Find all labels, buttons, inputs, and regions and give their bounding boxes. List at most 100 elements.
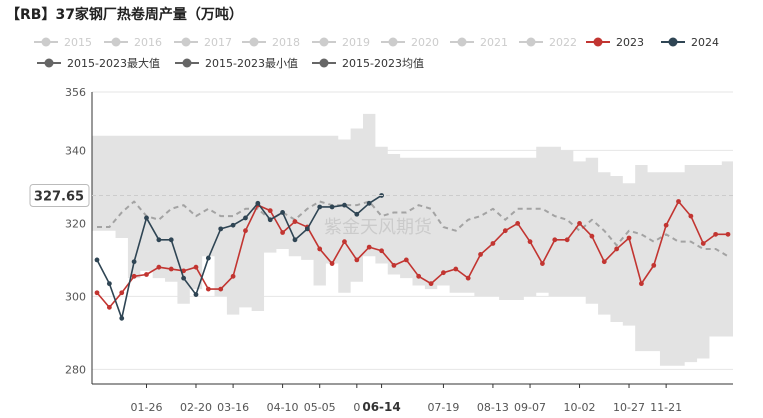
data-point[interactable] — [230, 273, 236, 279]
data-point[interactable] — [638, 281, 644, 287]
data-point[interactable] — [144, 272, 149, 277]
data-point[interactable] — [601, 259, 607, 265]
data-point[interactable] — [106, 304, 112, 310]
data-point[interactable] — [725, 231, 731, 237]
data-point[interactable] — [564, 237, 570, 243]
data-point[interactable] — [688, 213, 694, 219]
legend-marker — [593, 37, 603, 47]
data-point[interactable] — [391, 262, 397, 268]
data-point[interactable] — [317, 246, 323, 252]
legend-item[interactable]: 2019 — [312, 36, 370, 49]
data-point[interactable] — [663, 222, 669, 228]
data-point[interactable] — [292, 219, 298, 224]
data-point[interactable] — [292, 237, 298, 243]
legend-item[interactable]: 2020 — [381, 36, 439, 49]
data-point[interactable] — [131, 259, 137, 265]
y-tick-label: 280 — [65, 363, 86, 376]
legend-item[interactable]: 2021 — [450, 36, 508, 49]
legend-item[interactable]: 2023 — [586, 36, 644, 49]
data-point[interactable] — [453, 266, 459, 272]
data-point[interactable] — [329, 204, 335, 210]
data-point[interactable] — [478, 252, 483, 257]
legend-item[interactable]: 2015-2023均值 — [312, 57, 424, 70]
data-point[interactable] — [168, 266, 174, 272]
y-tick-label: 340 — [65, 144, 86, 157]
series-2024 — [94, 193, 384, 321]
data-point[interactable] — [119, 290, 125, 296]
data-point[interactable] — [267, 208, 273, 214]
data-point[interactable] — [168, 237, 174, 243]
data-point[interactable] — [255, 200, 261, 206]
data-point[interactable] — [243, 215, 248, 221]
data-point[interactable] — [589, 233, 595, 239]
pointer-value: 327.65 — [34, 189, 84, 204]
data-point[interactable] — [106, 281, 112, 287]
data-point[interactable] — [131, 273, 137, 279]
data-point[interactable] — [94, 257, 100, 263]
data-point[interactable] — [700, 241, 706, 246]
data-point[interactable] — [156, 237, 162, 243]
data-point[interactable] — [304, 226, 310, 232]
legend-item[interactable]: 2018 — [242, 36, 300, 49]
data-point[interactable] — [181, 275, 187, 281]
data-point[interactable] — [156, 264, 162, 270]
data-point[interactable] — [465, 275, 471, 281]
data-point[interactable] — [218, 286, 224, 292]
data-point[interactable] — [280, 210, 285, 215]
data-point[interactable] — [342, 202, 347, 208]
data-point[interactable] — [515, 221, 521, 226]
data-point[interactable] — [527, 239, 533, 245]
legend[interactable]: 2015 2016 2017 2018 2019 2020 2021 2022 2023 2024… — [34, 36, 719, 70]
data-point[interactable] — [205, 286, 211, 292]
data-point[interactable] — [280, 230, 285, 235]
data-point[interactable] — [502, 228, 508, 234]
data-point[interactable] — [428, 281, 434, 287]
x-tick-label: 04-10 — [267, 401, 299, 414]
legend-item[interactable]: 2015-2023最小值 — [175, 57, 298, 70]
legend-item[interactable]: 2024 — [661, 36, 719, 49]
data-point[interactable] — [490, 241, 496, 246]
data-point[interactable] — [441, 270, 446, 276]
x-tick-label: 11-21 — [650, 401, 682, 414]
data-point[interactable] — [144, 215, 149, 221]
data-point[interactable] — [403, 257, 409, 263]
data-point[interactable] — [577, 221, 582, 226]
data-point[interactable] — [205, 255, 211, 261]
legend-label: 2017 — [204, 36, 232, 49]
legend-item[interactable]: 2017 — [174, 36, 232, 49]
legend-marker — [668, 37, 678, 47]
data-point[interactable] — [193, 264, 199, 270]
pointer-badge — [29, 183, 90, 207]
data-point[interactable] — [366, 200, 372, 206]
data-point[interactable] — [354, 211, 360, 217]
data-point[interactable] — [651, 262, 657, 268]
data-point[interactable] — [218, 226, 224, 232]
data-point[interactable] — [552, 237, 558, 243]
data-point[interactable] — [713, 231, 719, 237]
data-point[interactable] — [193, 292, 199, 297]
data-point[interactable] — [366, 244, 372, 250]
legend-item[interactable]: 2016 — [104, 36, 162, 49]
data-point[interactable] — [626, 235, 632, 241]
data-point[interactable] — [317, 204, 323, 210]
data-point[interactable] — [243, 228, 248, 234]
legend-item[interactable]: 2022 — [519, 36, 577, 49]
data-point[interactable] — [676, 199, 681, 204]
data-point[interactable] — [614, 246, 620, 252]
x-tick-label: 05-05 — [304, 401, 336, 414]
data-point[interactable] — [416, 273, 422, 279]
data-point[interactable] — [267, 217, 273, 223]
data-point[interactable] — [94, 290, 100, 296]
x-tick-label: 06-14 — [362, 400, 400, 414]
data-point[interactable] — [354, 257, 360, 263]
legend-item[interactable]: 2015 — [34, 36, 92, 49]
data-point[interactable] — [119, 315, 125, 321]
data-point[interactable] — [540, 261, 545, 266]
legend-item[interactable]: 2015-2023最大值 — [37, 56, 160, 70]
legend-marker — [319, 37, 329, 47]
data-point[interactable] — [379, 248, 384, 254]
data-point[interactable] — [329, 261, 335, 266]
data-point[interactable] — [230, 222, 236, 228]
data-point[interactable] — [342, 239, 347, 245]
legend-label: 2015-2023最小值 — [205, 57, 298, 70]
